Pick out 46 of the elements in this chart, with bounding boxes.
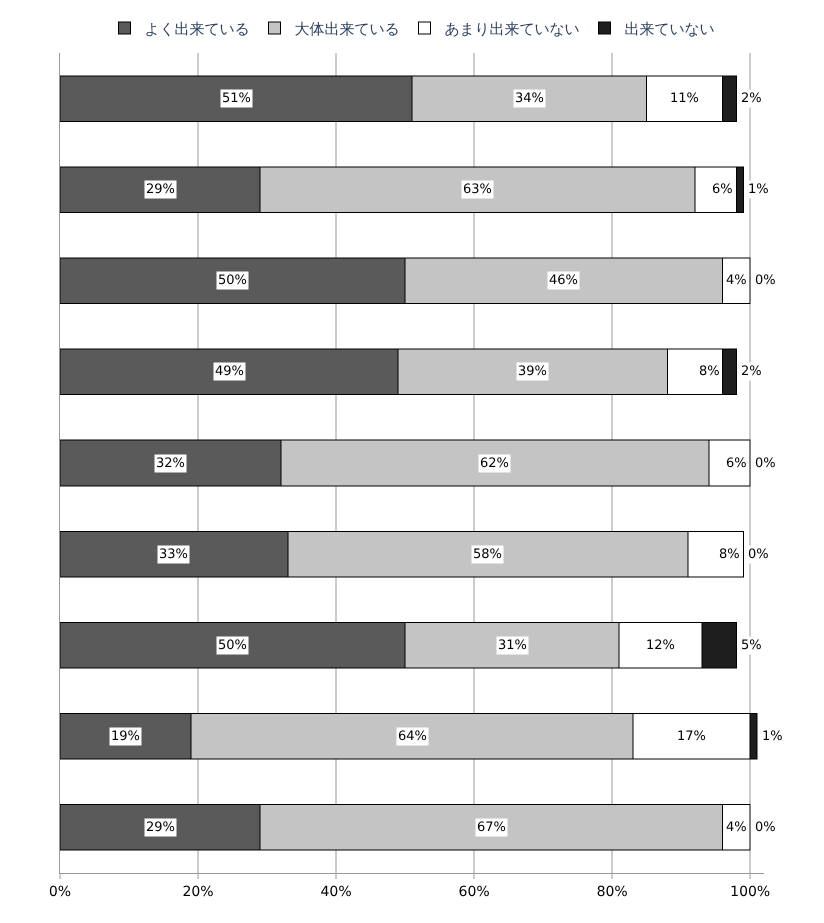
- data-label: 11%: [670, 91, 699, 106]
- data-label: 12%: [646, 638, 675, 653]
- data-label: 50%: [218, 638, 247, 653]
- legend-label: よく出来ている: [144, 20, 250, 38]
- data-label: 19%: [111, 729, 140, 744]
- data-label: 51%: [222, 91, 251, 106]
- data-label: 0%: [748, 547, 769, 562]
- x-tick-label: 20%: [182, 884, 214, 900]
- data-label: 64%: [398, 729, 427, 744]
- data-label: 1%: [762, 729, 783, 744]
- data-label: 2%: [741, 364, 762, 379]
- legend-label: 出来ていない: [624, 20, 714, 38]
- data-label: 32%: [156, 456, 185, 471]
- data-label: 33%: [159, 547, 188, 562]
- data-label: 29%: [146, 820, 175, 835]
- data-label: 2%: [741, 91, 762, 106]
- data-label: 0%: [755, 456, 776, 471]
- x-tick-label: 80%: [596, 884, 628, 900]
- data-label: 17%: [677, 729, 706, 744]
- data-label: 50%: [218, 273, 247, 288]
- x-tick-label: 60%: [458, 884, 490, 900]
- data-label: 4%: [726, 273, 747, 288]
- data-label: 0%: [755, 273, 776, 288]
- data-label: 8%: [719, 547, 740, 562]
- data-label: 5%: [741, 638, 762, 653]
- x-tick-label: 40%: [320, 884, 352, 900]
- data-label: 34%: [515, 91, 544, 106]
- x-tick-label: 100%: [730, 884, 770, 900]
- legend-label: あまり出来ていない: [444, 20, 580, 38]
- data-label: 6%: [712, 182, 733, 197]
- data-label: 6%: [726, 456, 747, 471]
- data-label: 62%: [480, 456, 509, 471]
- data-label: 39%: [518, 364, 547, 379]
- data-label: 31%: [498, 638, 527, 653]
- data-label: 29%: [146, 182, 175, 197]
- data-label: 8%: [699, 364, 720, 379]
- data-label: 0%: [755, 820, 776, 835]
- data-label: 67%: [477, 820, 506, 835]
- data-label: 46%: [549, 273, 578, 288]
- x-tick-label: 0%: [48, 884, 72, 900]
- data-label: 58%: [473, 547, 502, 562]
- data-label: 49%: [215, 364, 244, 379]
- data-label: 63%: [463, 182, 492, 197]
- legend-label: 大体出来ている: [294, 20, 400, 38]
- data-label: 4%: [726, 820, 747, 835]
- data-label: 1%: [748, 182, 769, 197]
